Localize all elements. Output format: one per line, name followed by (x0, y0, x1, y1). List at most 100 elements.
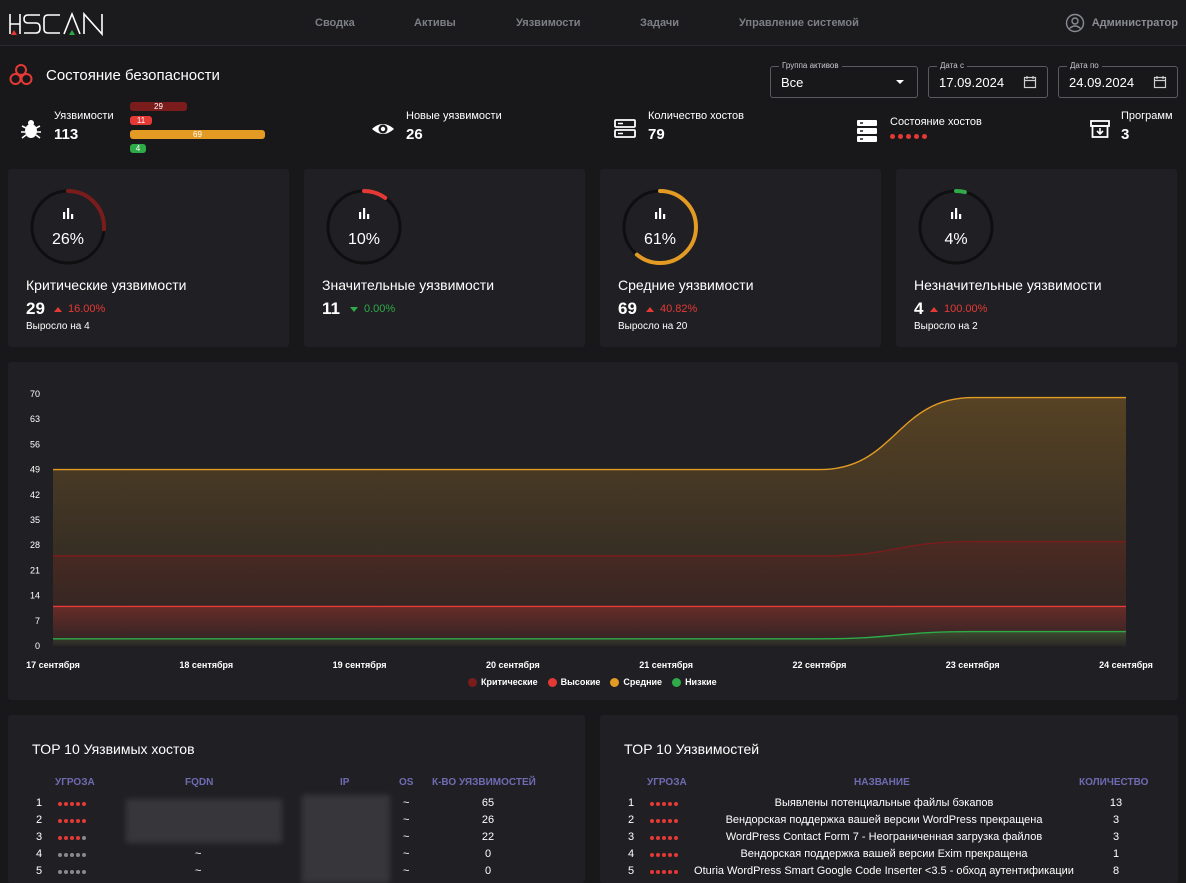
series-line-0[interactable] (52, 540, 1126, 557)
date-from-field[interactable]: Дата с 17.09.2024 (928, 61, 1048, 98)
bar-low: 4 (130, 144, 146, 153)
card-percent: 10% (347, 231, 381, 248)
row-number: 4 (628, 848, 635, 860)
row-vuln-count: 22 (481, 831, 495, 843)
row-number: 5 (36, 865, 43, 877)
nav-tasks[interactable]: Задачи (640, 17, 679, 29)
calendar-icon[interactable] (1153, 75, 1167, 89)
calendar-icon[interactable] (1023, 75, 1037, 89)
row-number: 1 (628, 797, 635, 809)
bar-chart-icon (655, 208, 666, 219)
col-ip[interactable]: IP (340, 777, 350, 788)
card-title: Значительные уязвимости (322, 277, 495, 293)
card-count: 4 (914, 299, 924, 318)
vulnerability-trend-chart: 0 7 14 21 28 35 42 49 56 63 70 17 сентября 18 сентяб… (8, 362, 1178, 700)
card-note: Выросло на 20 (618, 321, 688, 332)
legend-item[interactable]: Критические (468, 677, 538, 687)
redacted-ip (302, 795, 390, 883)
asset-group-select[interactable]: Группа активов Все (770, 61, 918, 98)
nav-assets[interactable]: Активы (414, 17, 456, 29)
redacted-fqdn (126, 799, 282, 843)
threat-level-dots (650, 802, 678, 806)
date-from-label: Дата с (937, 61, 967, 71)
threat-level-dots (650, 819, 678, 823)
row-os: ~ (403, 831, 410, 843)
table-row[interactable]: 4 Вендорская поддержка вашей версии Exim … (600, 848, 1178, 865)
col-count[interactable]: КОЛИЧЕСТВО (1079, 777, 1149, 788)
stat-hosts-count: Количество хостов 79 (612, 110, 744, 143)
table-row[interactable]: 5 Oturia WordPress Smart Google Code Inse… (600, 865, 1178, 882)
threat-level-dots (650, 836, 678, 840)
nav-summary[interactable]: Сводка (315, 17, 355, 29)
legend-label: Критические (481, 677, 538, 687)
row-number: 2 (36, 814, 43, 826)
row-vuln-name: Oturia WordPress Smart Google Code Inser… (694, 865, 1074, 877)
series-line-3[interactable] (53, 630, 1126, 640)
card-count: 29 (26, 299, 45, 318)
col-vuln-count[interactable]: К-ВО УЯЗВИМОСТЕЙ (432, 777, 536, 788)
percent-ring-arc (30, 189, 106, 265)
bar-chart-icon (951, 208, 962, 219)
threat-level-dots (650, 853, 678, 857)
legend-item[interactable]: Низкие (672, 677, 717, 687)
col-threat[interactable]: УГРОЗА (55, 777, 95, 788)
card-count: 11 (322, 299, 340, 318)
top-vulns-title: TOP 10 Уязвимостей (624, 741, 760, 757)
arrow-down-icon (350, 306, 358, 312)
x-tick-label: 17 сентября (26, 660, 80, 670)
stat-vulnerabilities-label: Уязвимости (54, 110, 114, 122)
top-navbar: Сводка Активы Уязвимости Задачи Управлен… (0, 0, 1186, 46)
server-stack-icon (857, 120, 877, 142)
table-row[interactable]: 2 Вендорская поддержка вашей версии WordP… (600, 814, 1178, 831)
col-os[interactable]: OS (399, 777, 414, 788)
col-name[interactable]: НАЗВАНИЕ (854, 777, 910, 788)
x-tick-label: 18 сентября (179, 660, 233, 670)
nav-system-management[interactable]: Управление системой (739, 17, 859, 29)
card-percent: 4% (944, 231, 968, 248)
table-row[interactable]: 5 ~ ~0 (8, 865, 585, 882)
table-row[interactable]: 1 Выявлены потенциальные файлы бэкапов 13 (600, 797, 1178, 814)
percent-ring (622, 189, 698, 265)
percent-ring-arc (326, 189, 402, 265)
stat-new-vulnerabilities-value: 26 (406, 126, 423, 143)
user-menu[interactable]: Администратор (1065, 13, 1178, 33)
legend-label: Высокие (560, 677, 601, 687)
threat-level-dots (58, 802, 86, 806)
x-tick-label: 23 сентября (946, 660, 1000, 670)
col-threat[interactable]: УГРОЗА (647, 777, 687, 788)
card-title: Критические уязвимости (26, 277, 187, 293)
date-to-label: Дата по (1067, 61, 1102, 71)
nav-vulnerabilities[interactable]: Уязвимости (516, 17, 581, 29)
percent-ring (326, 189, 402, 265)
row-count: 3 (1112, 814, 1120, 826)
table-row[interactable]: 3 WordPress Contact Form 7 - Неограниченн… (600, 831, 1178, 848)
card-trend: 16.00% (54, 303, 105, 315)
date-to-field[interactable]: Дата по 24.09.2024 (1058, 61, 1178, 98)
table-row[interactable]: 3 ~22 (8, 831, 585, 848)
row-count: 3 (1112, 831, 1120, 843)
date-from-value: 17.09.2024 (939, 75, 1005, 90)
percent-ring (918, 189, 994, 265)
card-trend-value: 16.00% (68, 303, 106, 315)
table-row[interactable]: 1 ~65 (8, 797, 585, 814)
row-fqdn: ~ (195, 848, 202, 860)
table-row[interactable]: 2 ~26 (8, 814, 585, 831)
bug-icon (21, 120, 41, 139)
legend-item[interactable]: Средние (610, 677, 662, 687)
row-vuln-count: 65 (481, 797, 495, 809)
card-trend: 100.00% (930, 303, 987, 315)
legend-label: Низкие (685, 677, 717, 687)
stat-programs-value: 3 (1121, 126, 1130, 143)
table-row[interactable]: 4 ~ ~0 (8, 848, 585, 865)
row-number: 5 (628, 865, 635, 877)
col-fqdn[interactable]: FQDN (185, 777, 214, 788)
card-trend-value: 100.00% (944, 303, 988, 315)
y-tick-label: 42 (30, 490, 40, 500)
series-line-2[interactable] (53, 396, 1126, 471)
card-trend: 0.00% (350, 303, 395, 315)
legend-dot (547, 677, 557, 687)
row-number: 1 (36, 797, 43, 809)
legend-item[interactable]: Высокие (547, 677, 601, 687)
hscan-logo[interactable] (8, 10, 108, 38)
stat-new-vulnerabilities: Новые уязвимости 26 (370, 110, 502, 143)
